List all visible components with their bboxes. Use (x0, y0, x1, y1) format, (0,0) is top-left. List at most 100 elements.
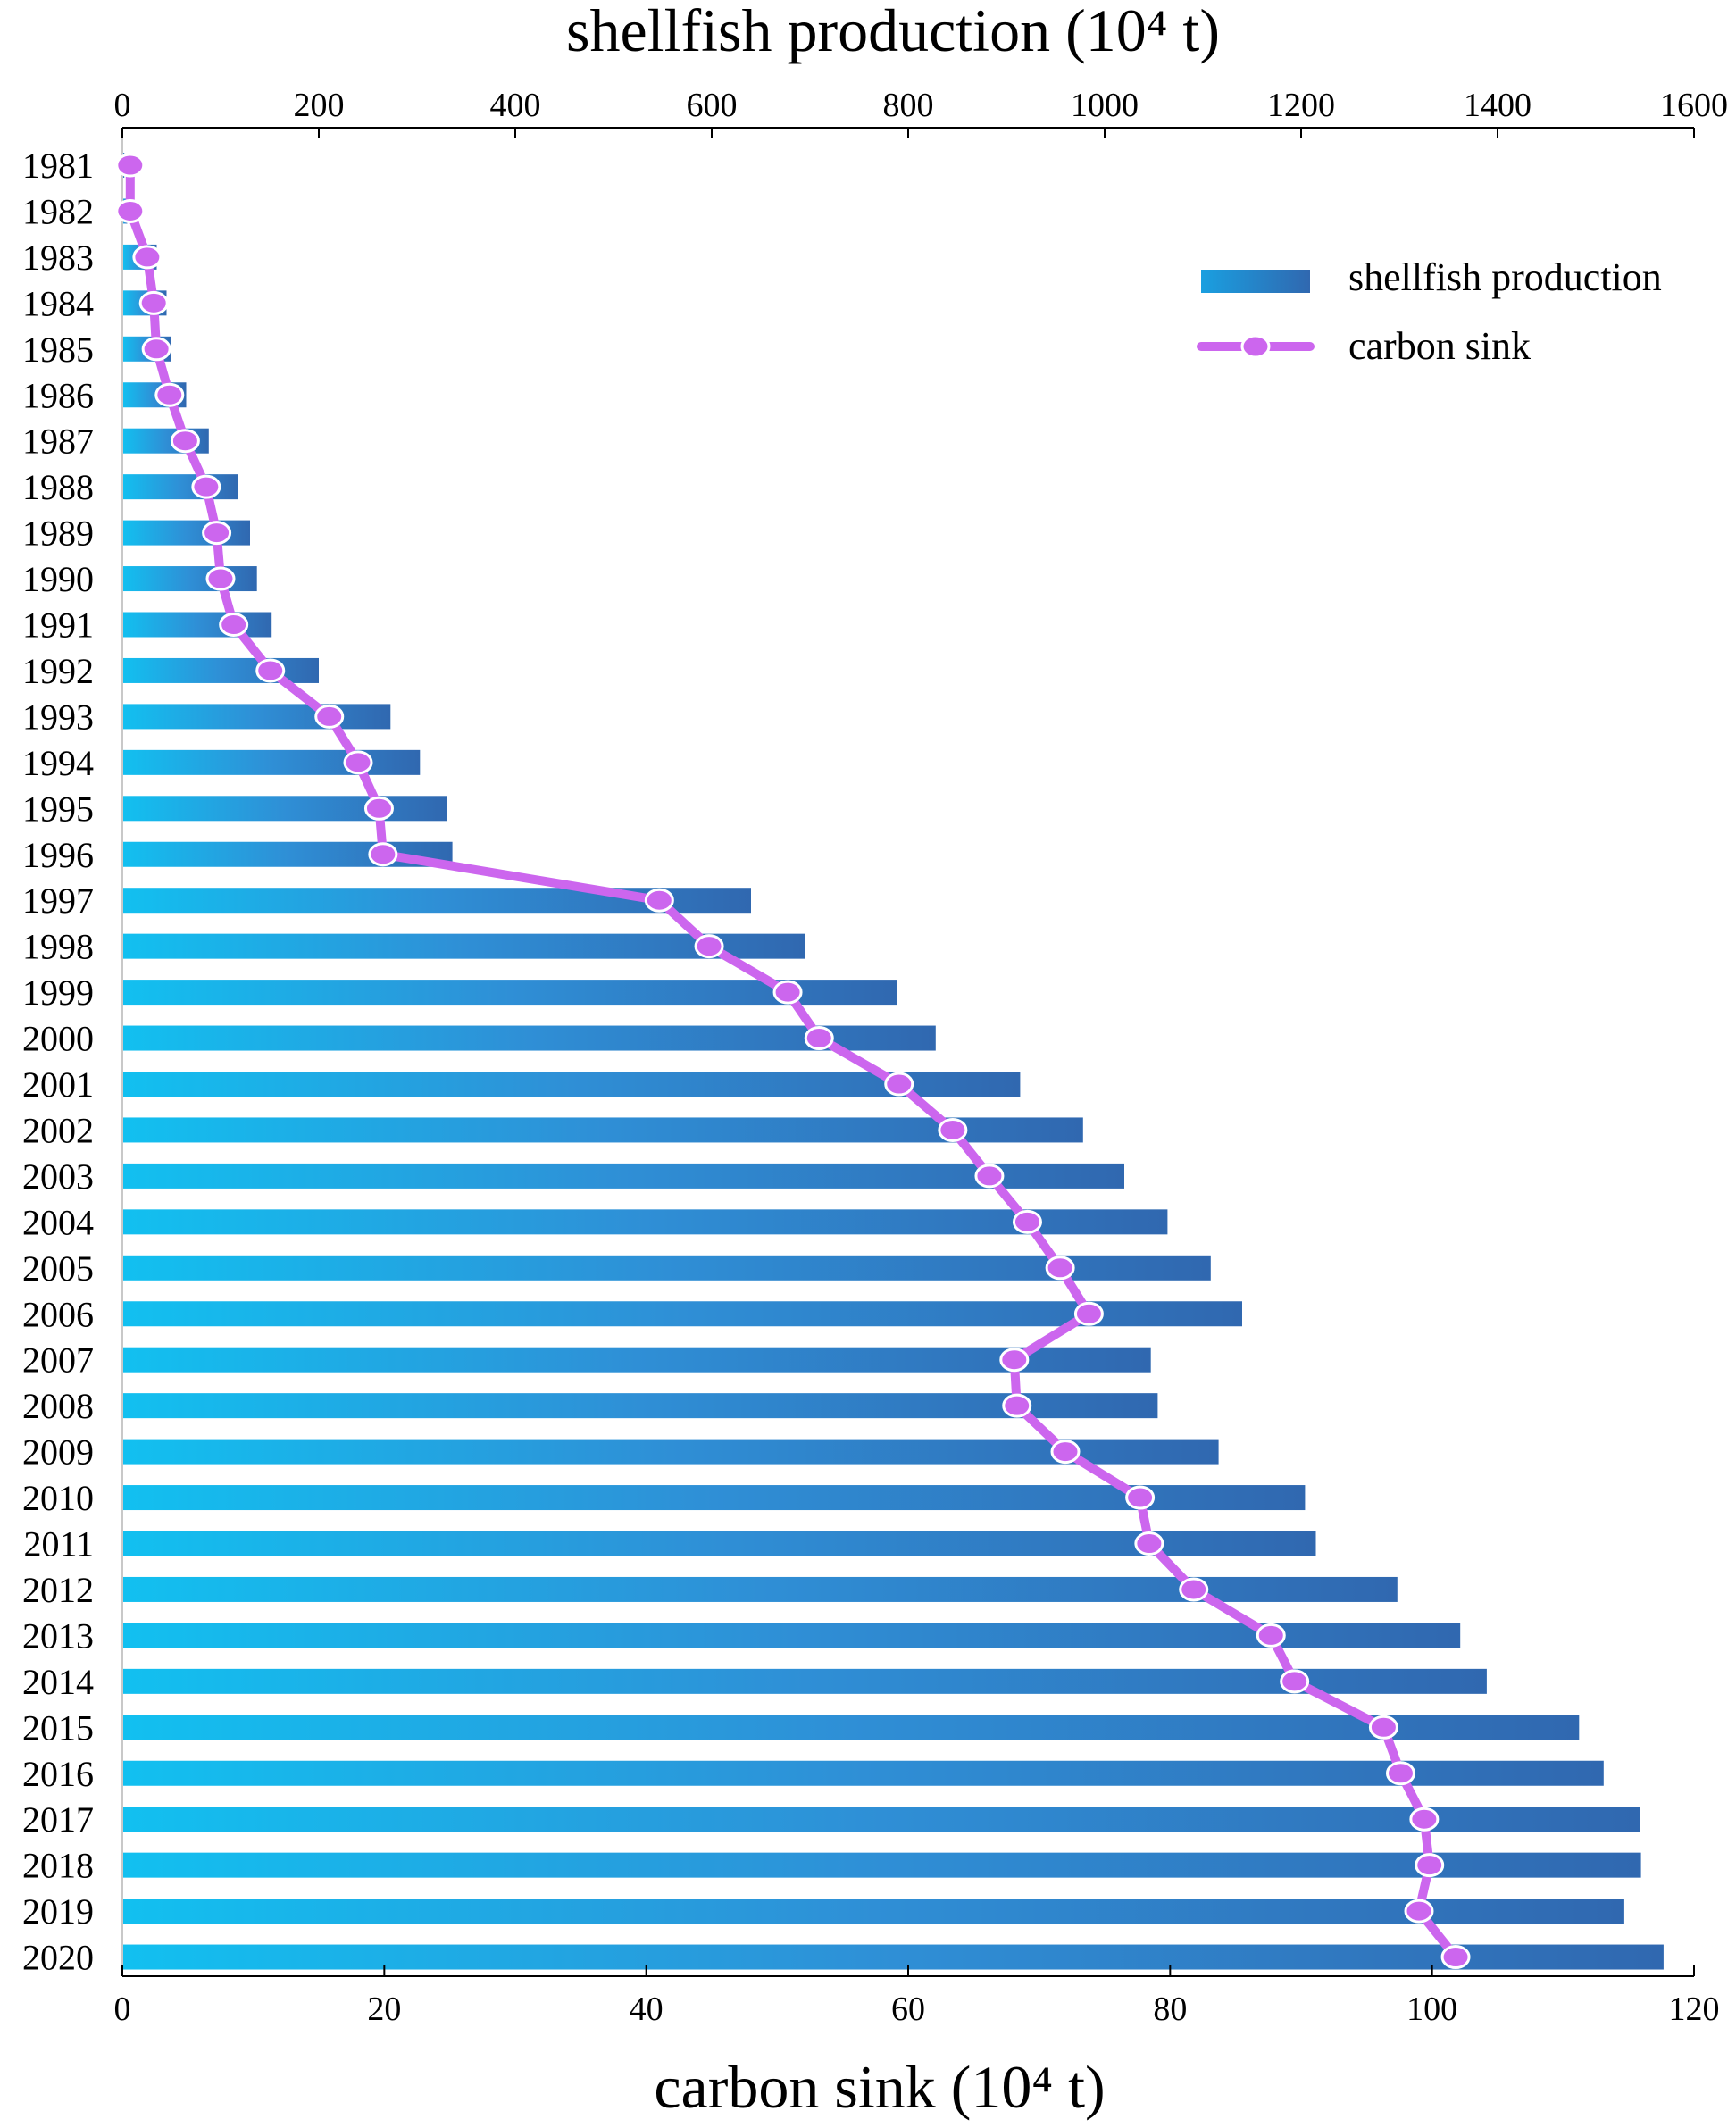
carbon-sink-point-2020 (1440, 1945, 1471, 1970)
bar-1993 (122, 704, 391, 730)
year-label: 1993 (22, 697, 94, 737)
bar-2018 (122, 1852, 1641, 1878)
top-axis-tick-label: 1200 (1267, 87, 1335, 124)
carbon-sink-point-1990 (205, 566, 236, 591)
year-label: 2014 (22, 1662, 94, 1702)
year-label: 1981 (22, 146, 94, 186)
carbon-sink-point-1982 (115, 198, 146, 223)
carbon-sink-point-2001 (884, 1072, 914, 1097)
carbon-sink-point-2008 (1002, 1393, 1032, 1418)
bottom-axis-tick-label: 60 (891, 1990, 925, 2028)
year-label: 1987 (22, 421, 94, 462)
year-label: 2002 (22, 1110, 94, 1150)
bottom-axis-tick-label: 0 (114, 1990, 131, 2028)
year-label: 1986 (22, 375, 94, 415)
year-label: 2004 (22, 1202, 94, 1242)
bar-1991 (122, 612, 272, 638)
year-label: 1998 (22, 927, 94, 967)
bar-2020 (122, 1944, 1664, 1970)
year-label: 1997 (22, 880, 94, 921)
year-label: 1995 (22, 789, 94, 829)
carbon-sink-point-2015 (1368, 1715, 1398, 1740)
carbon-sink-point-1988 (191, 474, 221, 499)
bar-2002 (122, 1117, 1083, 1143)
top-axis-tick-label: 600 (687, 87, 738, 124)
carbon-sink-point-2000 (804, 1026, 834, 1051)
year-label: 2013 (22, 1615, 94, 1656)
year-label: 2005 (22, 1248, 94, 1289)
bar-2000 (122, 1025, 936, 1051)
carbon-sink-point-2017 (1409, 1807, 1440, 1832)
bar-2007 (122, 1347, 1151, 1373)
bar-2008 (122, 1393, 1158, 1419)
carbon-sink-point-1991 (219, 613, 249, 637)
bar-2013 (122, 1623, 1461, 1648)
carbon-sink-point-2019 (1404, 1899, 1434, 1924)
year-label: 2015 (22, 1707, 94, 1748)
carbon-sink-point-1993 (314, 704, 345, 729)
carbon-sink-point-2014 (1280, 1669, 1310, 1694)
year-label: 1990 (22, 559, 94, 599)
year-label: 2011 (23, 1524, 94, 1565)
carbon-sink-point-1983 (132, 245, 163, 270)
carbon-sink-point-2016 (1385, 1761, 1415, 1786)
carbon-sink-point-1992 (255, 658, 286, 683)
year-label: 1985 (22, 330, 94, 370)
year-label: 2006 (22, 1294, 94, 1334)
bar-2010 (122, 1485, 1306, 1511)
legend: shellfish production carbon sink (1197, 255, 1662, 368)
x-axis-label: carbon sink (10⁴ t) (654, 2053, 1105, 2121)
bar-2016 (122, 1760, 1604, 1786)
carbon-sink-line-layer (115, 153, 1471, 1970)
bottom-axis-tick-label: 120 (1669, 1990, 1720, 2028)
carbon-sink-point-1985 (141, 337, 171, 362)
top-axis-tick-label: 1400 (1464, 87, 1532, 124)
year-label: 1991 (22, 605, 94, 646)
legend-bar-swatch (1201, 270, 1310, 293)
top-axis-tick-label: 200 (294, 87, 345, 124)
year-label: 2000 (22, 1019, 94, 1059)
carbon-sink-point-2002 (938, 1117, 968, 1142)
bar-2015 (122, 1715, 1580, 1740)
carbon-sink-point-1981 (115, 153, 146, 178)
bars-layer (122, 153, 1664, 1970)
top-axis-tick-label: 0 (114, 87, 131, 124)
year-label: 2007 (22, 1340, 94, 1381)
carbon-sink-point-2018 (1415, 1853, 1445, 1878)
bar-2011 (122, 1531, 1316, 1556)
carbon-sink-point-2011 (1134, 1531, 1164, 1556)
bar-2014 (122, 1668, 1487, 1694)
top-axis-tick-label: 1600 (1660, 87, 1728, 124)
year-label: 1994 (22, 743, 94, 783)
year-label: 1982 (22, 191, 94, 231)
bottom-axis-tick-label: 40 (630, 1990, 664, 2028)
year-label: 2017 (22, 1799, 94, 1840)
bar-2019 (122, 1899, 1624, 1924)
bar-2005 (122, 1255, 1211, 1281)
carbon-sink-point-1994 (343, 750, 373, 775)
carbon-sink-point-1986 (154, 382, 185, 407)
carbon-sink-point-2004 (1012, 1209, 1042, 1234)
carbon-sink-point-1989 (202, 521, 232, 546)
year-label: 2010 (22, 1478, 94, 1518)
year-label: 2019 (22, 1891, 94, 1932)
carbon-sink-point-2005 (1045, 1256, 1075, 1281)
top-axis-tick-label: 800 (883, 87, 934, 124)
year-label: 1984 (22, 283, 94, 323)
bar-1990 (122, 566, 257, 592)
year-label: 2008 (22, 1386, 94, 1426)
year-label: 1996 (22, 835, 94, 875)
carbon-sink-point-1984 (138, 290, 169, 315)
carbon-sink-point-1996 (368, 842, 398, 867)
bar-1992 (122, 657, 319, 683)
year-label: 1989 (22, 513, 94, 554)
bar-2009 (122, 1439, 1219, 1465)
year-label: 1988 (22, 467, 94, 507)
carbon-sink-line (125, 161, 1461, 1962)
carbon-sink-point-1987 (170, 429, 200, 454)
bottom-axis-tick-label: 80 (1153, 1990, 1187, 2028)
carbon-sink-point-2012 (1179, 1577, 1209, 1602)
bottom-axis-tick-label: 100 (1406, 1990, 1457, 2028)
carbon-sink-point-1995 (363, 796, 394, 821)
